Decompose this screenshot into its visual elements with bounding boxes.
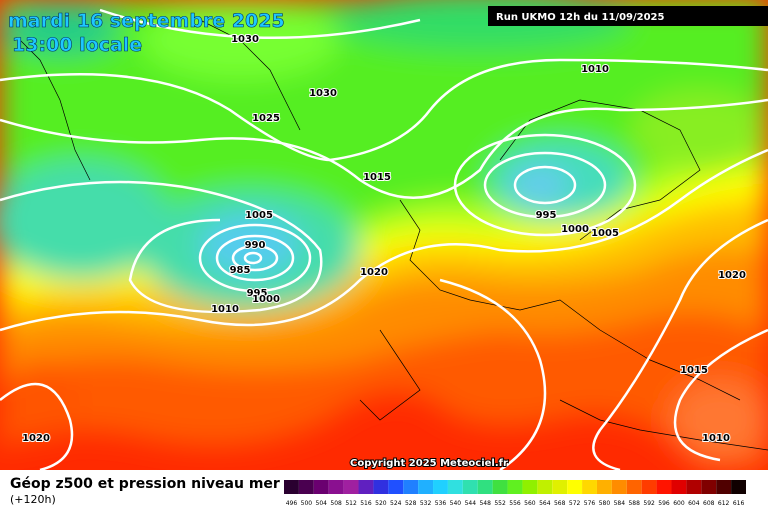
legend-label: 504 [316, 500, 328, 507]
legend-swatch [686, 480, 702, 494]
legend-label: 548 [479, 500, 491, 507]
legend-label: 532 [420, 500, 432, 507]
isobar-label: 1020 [718, 270, 746, 281]
isobar-label: 1000 [561, 224, 589, 235]
legend-swatch [358, 480, 374, 494]
legend-swatch [462, 480, 478, 494]
legend-swatch [656, 480, 672, 494]
legend-swatch [507, 480, 523, 494]
legend-swatch [388, 480, 404, 494]
isobar-label: 990 [245, 240, 266, 251]
legend-label: 564 [539, 500, 551, 507]
legend-label: 552 [494, 500, 506, 507]
legend-label: 580 [599, 500, 611, 507]
legend-label: 516 [360, 500, 372, 507]
isobar-label: 1005 [591, 228, 619, 239]
legend-label: 584 [614, 500, 626, 507]
isobar-label: 1030 [309, 88, 337, 99]
legend-swatch [373, 480, 389, 494]
legend-swatch [731, 480, 746, 494]
isobar-label: 985 [230, 265, 251, 276]
legend-swatch [313, 480, 329, 494]
legend-swatch [552, 480, 568, 494]
legend-swatch [328, 480, 344, 494]
isobar-label: 1015 [680, 365, 708, 376]
legend-swatch [522, 480, 538, 494]
isobar-label: 1030 [231, 34, 259, 45]
time: 13:00 locale [12, 34, 142, 56]
isobar-label: 1025 [252, 113, 280, 124]
legend-label: 612 [718, 500, 730, 507]
isobar-label: 1010 [702, 433, 730, 444]
isobar-label: 1015 [363, 172, 391, 183]
legend-label: 560 [524, 500, 536, 507]
legend-label: 536 [435, 500, 447, 507]
date: mardi 16 septembre 2025 [8, 10, 285, 32]
isobar-label: 1000 [252, 294, 280, 305]
isobar-label: 1010 [581, 64, 609, 75]
legend-label: 508 [330, 500, 342, 507]
legend-label: 572 [569, 500, 581, 507]
legend-label: 604 [688, 500, 700, 507]
legend-label: 500 [301, 500, 313, 507]
legend-label: 600 [673, 500, 685, 507]
geopotential-field [0, 0, 768, 470]
legend-label: 592 [643, 500, 655, 507]
legend-swatch [701, 480, 717, 494]
legend-label: 512 [345, 500, 357, 507]
legend-label: 588 [628, 500, 640, 507]
isobars [0, 8, 768, 472]
legend-label: 524 [390, 500, 402, 507]
legend-swatch [567, 480, 583, 494]
legend-swatch [641, 480, 657, 494]
isobar-label: 1010 [211, 304, 239, 315]
legend-swatch [537, 480, 553, 494]
isobar-label: 1020 [360, 267, 388, 278]
legend-label: 576 [584, 500, 596, 507]
legend-label: 616 [733, 500, 745, 507]
isobar-label: 995 [536, 210, 557, 221]
isobar-label: 1005 [245, 210, 273, 221]
legend-label: 528 [405, 500, 417, 507]
legend-label: 520 [375, 500, 387, 507]
legend-swatch [582, 480, 597, 494]
legend-swatch [477, 480, 493, 494]
legend-swatch [433, 480, 448, 494]
legend-swatch [298, 480, 314, 494]
legend-swatch [671, 480, 687, 494]
legend-swatch [343, 480, 359, 494]
isobar-label: 995 [247, 288, 268, 299]
legend-label: 540 [450, 500, 462, 507]
legend-label: 596 [658, 500, 670, 507]
legend-swatch [492, 480, 508, 494]
legend-label: 608 [703, 500, 715, 507]
legend-label: 496 [286, 500, 298, 507]
legend-swatch [418, 480, 434, 494]
legend-label: 544 [465, 500, 477, 507]
legend-swatch [284, 480, 299, 494]
legend-swatch [447, 480, 463, 494]
isobar-label: 1020 [22, 433, 50, 444]
legend-label: 556 [509, 500, 521, 507]
legend-swatch [626, 480, 642, 494]
legend-label: 568 [554, 500, 566, 507]
legend-swatch [596, 480, 612, 494]
legend-swatch [611, 480, 627, 494]
legend-swatch [716, 480, 732, 494]
footer-lead: (+120h) [10, 493, 56, 506]
legend-swatch [403, 480, 419, 494]
run-info: Run UKMO 12h du 11/09/2025 [496, 12, 665, 23]
footer-title: Géop z500 et pression niveau mer [10, 476, 280, 492]
copyright: Copyright 2025 Meteociel.fr [350, 458, 508, 469]
run-banner [488, 6, 768, 26]
